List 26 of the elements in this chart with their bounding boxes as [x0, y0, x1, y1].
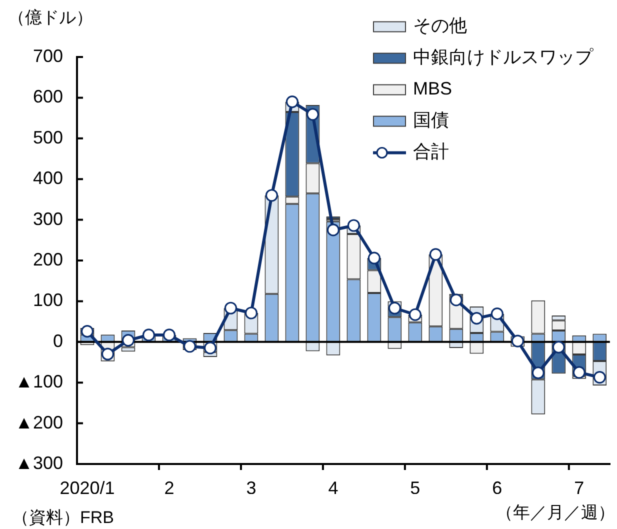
- y-tick-label: 200: [32, 249, 63, 270]
- x-tick-label: 4: [328, 478, 338, 498]
- text: （資料）FRB: [12, 508, 114, 528]
- legend-label: MBS: [413, 78, 452, 99]
- y-tick-label: 300: [32, 208, 63, 229]
- y-tick-label: 0: [52, 330, 63, 351]
- y-axis-title: （億ドル）: [8, 8, 93, 28]
- x-tick-label: 6: [492, 478, 502, 498]
- legend-label: 合計: [413, 142, 449, 162]
- y-tick-label: ▲100: [15, 372, 63, 392]
- y-tick-label: 600: [32, 86, 63, 107]
- y-tick-label: 400: [32, 168, 63, 188]
- y-tick-label: ▲300: [15, 452, 63, 473]
- legend-label: その他: [413, 16, 467, 36]
- y-tick-label: 700: [32, 46, 63, 66]
- y-tick-label: 100: [32, 290, 63, 310]
- legend-label: 中銀向けドルスワップ: [413, 47, 594, 68]
- x-axis-title: （年／月／週）: [496, 503, 615, 523]
- x-tick-label: 3: [246, 478, 256, 498]
- y-tick-label: 500: [32, 127, 63, 148]
- legend-label: 国債: [413, 110, 449, 130]
- x-tick-label: 2: [164, 478, 174, 498]
- x-tick-label: 5: [410, 478, 420, 498]
- y-tick-label: ▲200: [15, 412, 63, 432]
- x-tick-label: 2020/1: [60, 478, 115, 498]
- x-tick-label: 7: [574, 478, 584, 498]
